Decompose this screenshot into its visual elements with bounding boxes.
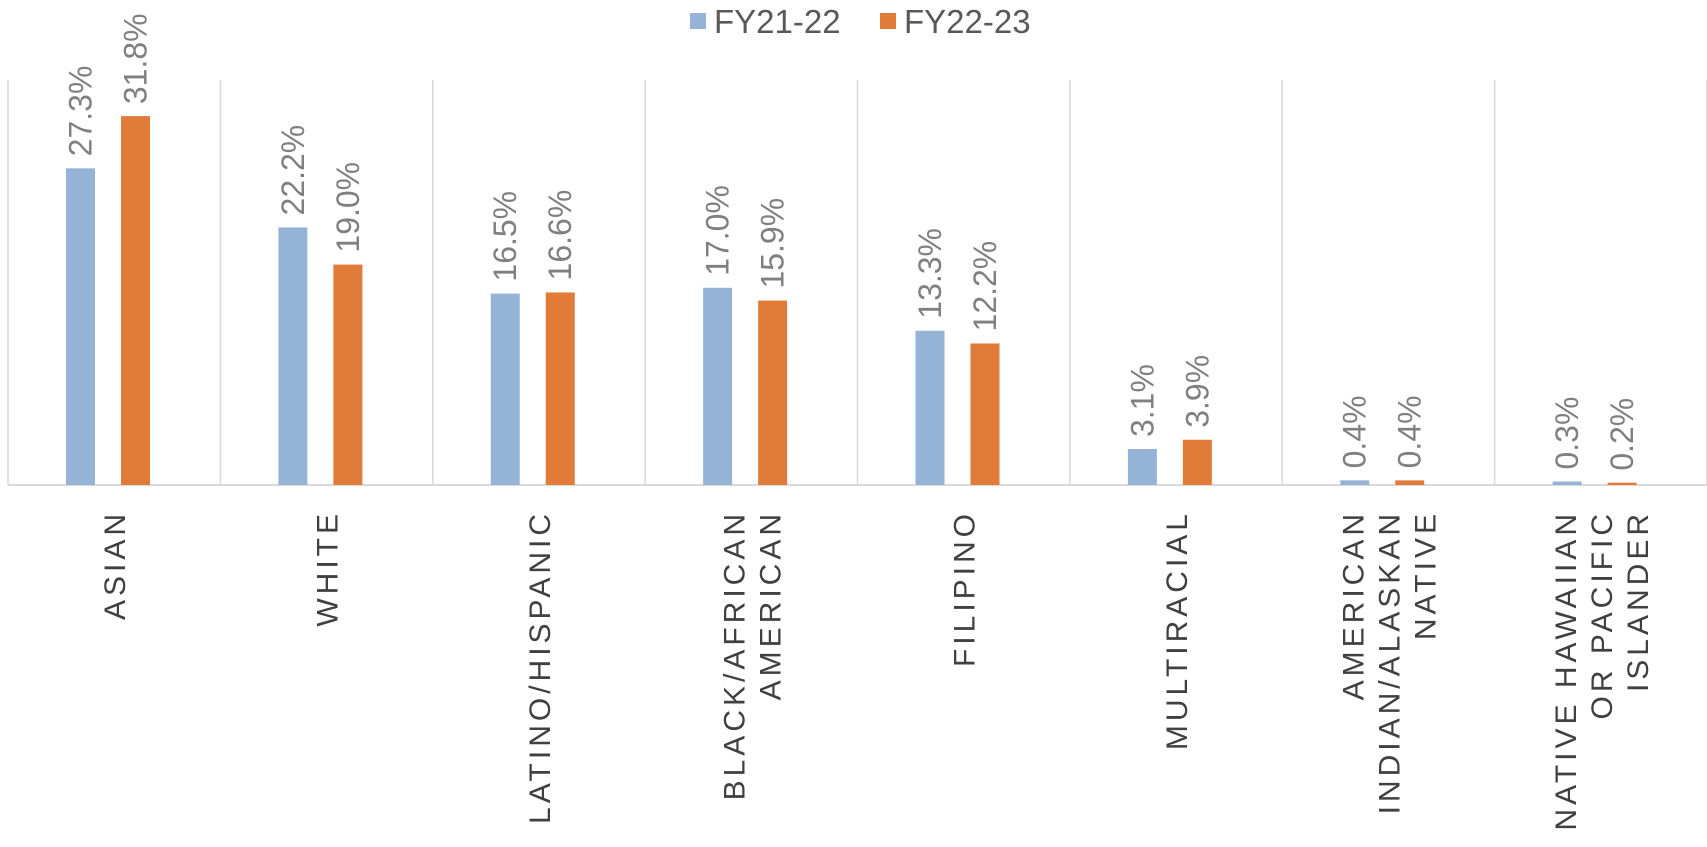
bar-fy22-23-native-hawaiian-or-pacific-islander	[1607, 482, 1637, 485]
data-labels: 27.3% 22.2% 16.5% 17.0% 13.3% 3.1% 0.4% 0.3% 31.…	[63, 13, 1641, 470]
data-label-fy22-23-multiracial: 3.9%	[1179, 355, 1215, 428]
category-label-native-hawaiian-or-pacific-islander: ISLANDER	[1622, 510, 1655, 692]
category-label-native-hawaiian-or-pacific-islander: NATIVE HAWAIIAN	[1550, 510, 1583, 831]
legend: FY21-22 FY22-23	[690, 3, 1031, 40]
bar-fy22-23-latino-hispanic	[545, 292, 575, 485]
bar-fy21-22-native-hawaiian-or-pacific-islander	[1552, 481, 1582, 485]
legend-swatch-fy22-23	[880, 13, 896, 29]
data-label-fy21-22-black-african-american: 17.0%	[700, 185, 736, 276]
bar-fy22-23-filipino	[970, 343, 1000, 485]
bar-fy22-23-white	[333, 264, 363, 485]
bars	[66, 116, 1637, 486]
bar-fy21-22-filipino	[915, 330, 945, 485]
category-label-black-african-american: AMERICAN	[754, 510, 787, 700]
bar-fy21-22-american-indian-alaskan-native	[1340, 480, 1370, 485]
bar-fy22-23-multiracial	[1182, 439, 1212, 485]
data-label-fy22-23-native-hawaiian-or-pacific-islander: 0.2%	[1604, 398, 1640, 471]
legend-label-fy21-22: FY21-22	[714, 3, 841, 40]
bar-fy22-23-black-african-american	[758, 300, 788, 485]
category-label-multiracial: MULTIRACIAL	[1161, 510, 1194, 750]
data-label-fy22-23-asian: 31.8%	[118, 13, 154, 104]
data-label-fy22-23-filipino: 12.2%	[967, 241, 1003, 332]
data-label-fy21-22-filipino: 13.3%	[912, 228, 948, 319]
category-label-filipino: FILIPINO	[949, 510, 982, 667]
category-label-black-african-american: BLACK/AFRICAN	[718, 510, 751, 800]
bar-fy21-22-black-african-american	[703, 287, 733, 485]
category-label-white: WHITE	[312, 510, 345, 627]
data-label-fy21-22-latino-hispanic: 16.5%	[487, 191, 523, 282]
category-separators	[7, 80, 1707, 485]
bar-fy22-23-asian	[121, 116, 150, 486]
data-label-fy22-23-black-african-american: 15.9%	[755, 198, 791, 289]
bar-fy21-22-asian	[66, 168, 95, 485]
data-label-fy21-22-multiracial: 3.1%	[1124, 364, 1160, 437]
category-label-latino-hispanic: LATINO/HISPANIC	[524, 510, 557, 824]
data-label-fy22-23-american-indian-alaskan-native: 0.4%	[1392, 395, 1428, 468]
data-label-fy21-22-native-hawaiian-or-pacific-islander: 0.3%	[1549, 397, 1585, 470]
bar-fy21-22-white	[278, 227, 308, 486]
category-label-american-indian-alaskan-native: NATIVE	[1409, 510, 1442, 640]
data-label-fy22-23-white: 19.0%	[330, 162, 366, 253]
bar-fy21-22-latino-hispanic	[490, 293, 520, 485]
category-label-american-indian-alaskan-native: AMERICAN	[1337, 510, 1370, 700]
bar-fy21-22-multiracial	[1127, 449, 1157, 485]
legend-label-fy22-23: FY22-23	[904, 3, 1031, 40]
data-label-fy22-23-latino-hispanic: 16.6%	[542, 190, 578, 281]
data-label-fy21-22-american-indian-alaskan-native: 0.4%	[1337, 395, 1373, 468]
category-labels: ASIAN WHITE LATINO/HISPANIC BLACK/AFRICAN AM…	[99, 510, 1655, 831]
bar-fy22-23-american-indian-alaskan-native	[1395, 480, 1425, 485]
legend-swatch-fy21-22	[690, 13, 706, 29]
category-label-american-indian-alaskan-native: INDIAN/ALASKAN	[1373, 510, 1406, 814]
category-label-asian: ASIAN	[99, 510, 132, 620]
category-label-native-hawaiian-or-pacific-islander: OR PACIFIC	[1586, 510, 1619, 719]
data-label-fy21-22-asian: 27.3%	[63, 66, 99, 157]
data-label-fy21-22-white: 22.2%	[275, 125, 311, 216]
